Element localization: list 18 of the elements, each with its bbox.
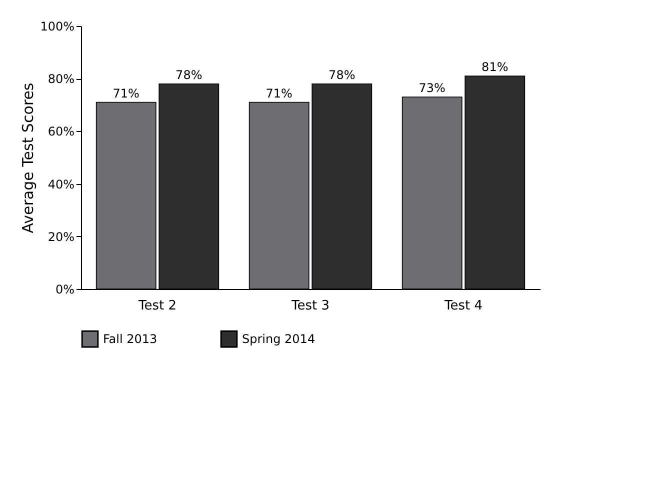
legend-label: Spring 2014 <box>242 332 316 346</box>
x-tick-label: Test 4 <box>443 298 483 314</box>
y-tick-label: 80% <box>48 72 74 86</box>
y-tick-label: 40% <box>48 177 74 192</box>
data-label: 78% <box>328 68 356 82</box>
y-axis-title: Average Test Scores <box>19 82 38 234</box>
y-tick-label: 20% <box>48 230 74 244</box>
y-tick-label: 60% <box>48 124 74 139</box>
legend-label: Fall 2013 <box>103 332 158 346</box>
x-tick-label: Test 3 <box>290 298 330 314</box>
y-tick-label: 100% <box>40 20 74 34</box>
data-label: 81% <box>482 60 508 74</box>
x-tick-label: Test 2 <box>137 298 177 314</box>
data-label: 71% <box>266 86 292 100</box>
data-label: 78% <box>176 68 202 82</box>
data-label: 71% <box>112 86 140 100</box>
data-label: 73% <box>418 81 446 96</box>
y-tick-label: 0% <box>55 282 74 296</box>
